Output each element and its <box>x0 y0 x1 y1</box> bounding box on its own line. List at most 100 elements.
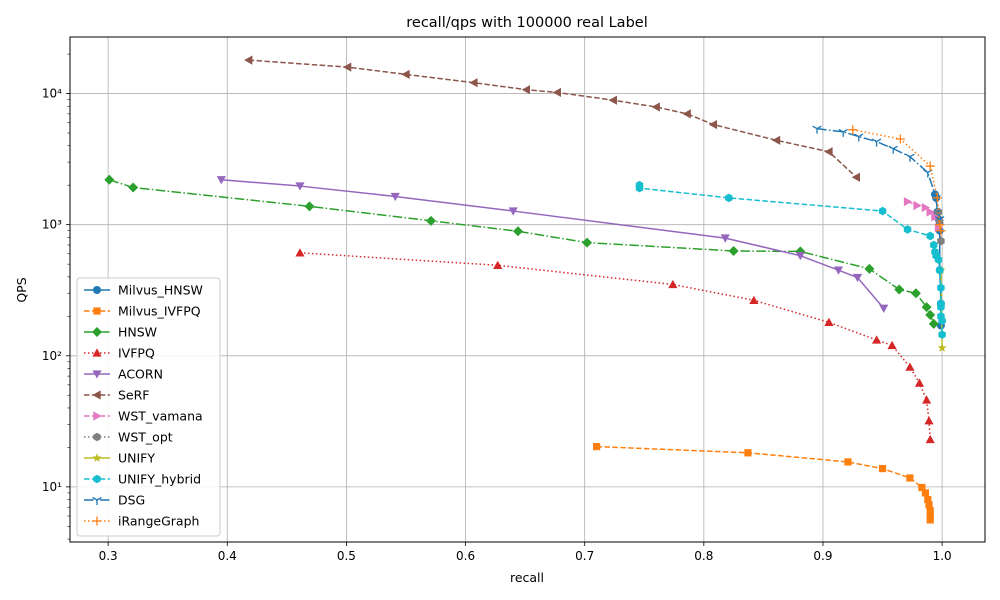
data-point <box>895 134 905 144</box>
legend-item: SeRF <box>84 388 150 403</box>
data-point <box>390 192 400 202</box>
data-point <box>925 309 936 320</box>
legend-label: Milvus_IVFPQ <box>118 304 201 319</box>
data-point <box>878 206 887 216</box>
data-point <box>921 202 931 213</box>
data-point <box>926 512 934 520</box>
x-tick-label: 0.8 <box>694 549 713 563</box>
data-point <box>913 200 922 211</box>
data-point <box>926 506 934 515</box>
y-tick-label: 10⁴ <box>42 87 62 101</box>
data-point <box>744 449 752 457</box>
data-point <box>244 55 253 65</box>
data-point <box>425 215 436 226</box>
data-point <box>812 125 822 134</box>
data-point <box>848 125 858 135</box>
data-point <box>521 85 530 95</box>
data-point <box>216 176 226 185</box>
series-layer <box>104 55 947 524</box>
data-point <box>871 138 882 147</box>
data-point <box>795 252 805 261</box>
y-axis-label: QPS <box>14 277 29 302</box>
x-tick-label: 0.5 <box>337 549 356 563</box>
x-tick-label: 0.9 <box>813 549 832 563</box>
legend-label: ACORN <box>118 367 163 382</box>
data-point <box>921 489 930 497</box>
data-point <box>903 196 913 207</box>
data-point <box>508 207 518 216</box>
data-point <box>937 236 945 246</box>
data-point <box>879 304 889 313</box>
x-tick-label: 0.4 <box>218 549 237 563</box>
data-point <box>708 119 718 130</box>
data-point <box>871 335 882 344</box>
data-point <box>795 246 806 257</box>
data-point <box>905 153 915 162</box>
data-point <box>878 464 887 473</box>
legend-label: WST_opt <box>118 430 173 445</box>
legend-label: iRangeGraph <box>118 514 199 529</box>
data-point <box>905 362 915 371</box>
legend-item: ACORN <box>84 367 163 382</box>
data-point <box>894 284 905 295</box>
plot-frame <box>69 36 986 543</box>
chart-title: recall/qps with 100000 real Label <box>406 15 647 31</box>
series-serf <box>244 55 861 182</box>
data-point <box>936 265 944 275</box>
data-point <box>295 182 305 191</box>
legend-item: WST_opt <box>84 430 173 445</box>
data-point <box>887 340 897 350</box>
data-point <box>92 348 102 357</box>
data-point <box>926 516 934 524</box>
data-point <box>926 231 934 241</box>
data-point <box>104 174 115 185</box>
data-point <box>93 286 101 294</box>
data-point <box>493 260 503 269</box>
grid-layer <box>70 37 985 542</box>
legend-item: UNIFY <box>84 451 155 466</box>
data-point <box>852 273 863 283</box>
data-point <box>92 390 101 400</box>
data-point <box>935 220 945 230</box>
series-hnsw <box>104 174 939 329</box>
legend-item: iRangeGraph <box>84 514 199 529</box>
data-point <box>552 87 561 98</box>
legend-label: WST_vamana <box>118 409 203 424</box>
data-point <box>93 474 101 484</box>
data-point <box>937 343 947 352</box>
data-point <box>926 207 935 217</box>
data-point <box>608 95 617 105</box>
data-point <box>682 109 691 119</box>
y-tick-label: 10¹ <box>42 480 62 494</box>
data-point <box>635 183 644 193</box>
series-milvus-ivfpq <box>593 442 934 524</box>
data-point <box>936 226 946 236</box>
data-point <box>938 330 946 339</box>
legend-label: Milvus_HNSW <box>118 283 203 298</box>
y-tick-label: 10² <box>42 349 62 363</box>
legend-item: WST_vamana <box>84 409 203 424</box>
series-ivfpq <box>295 248 935 444</box>
data-point <box>92 516 102 526</box>
legend: Milvus_HNSW Milvus_IVFPQ HNSW IVFPQ ACORN SeR… <box>76 277 221 537</box>
y-tick-label: 10³ <box>42 218 62 232</box>
data-point <box>824 317 834 326</box>
data-point <box>92 496 102 505</box>
data-point <box>903 225 912 234</box>
data-point <box>921 302 932 313</box>
data-point <box>93 411 102 421</box>
x-tick-label: 0.6 <box>456 549 475 563</box>
legend-label: UNIFY <box>118 451 155 466</box>
legend-item: HNSW <box>84 325 157 340</box>
data-point <box>92 453 102 462</box>
legend-label: DSG <box>118 493 145 508</box>
data-point <box>922 395 932 404</box>
legend-label: SeRF <box>118 388 150 403</box>
data-point <box>854 133 864 142</box>
series-line <box>299 252 931 440</box>
data-point <box>304 201 315 212</box>
data-point <box>342 62 352 72</box>
data-point <box>925 501 933 509</box>
data-point <box>92 327 102 337</box>
